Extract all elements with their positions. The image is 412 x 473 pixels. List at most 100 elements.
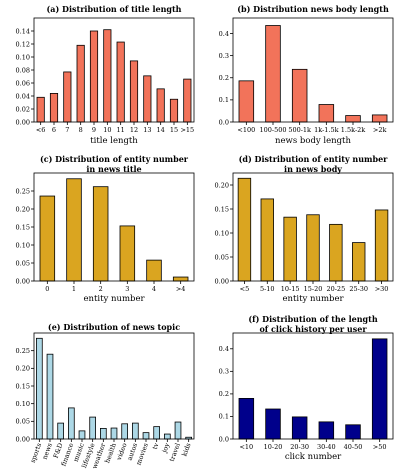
- panel-title: (b) Distribution news body length: [237, 4, 389, 14]
- y-tick-label: 0.00: [215, 277, 229, 285]
- bar-11: [116, 41, 125, 123]
- bar-7: [63, 71, 72, 123]
- y-tick-label: 0.10: [16, 400, 30, 408]
- x-tick-label: 100-500: [259, 126, 286, 134]
- panel-title-line: (f) Distribution of the length: [248, 314, 377, 324]
- axes-frame: [232, 17, 394, 123]
- bar-sports: [36, 337, 43, 440]
- x-axis-label: entity number: [83, 294, 145, 304]
- x-tick-label: >2k: [373, 126, 387, 134]
- x-tick-label: 13: [143, 126, 151, 134]
- y-tick-label: 0.15: [16, 382, 30, 390]
- x-axis-label: news body length: [275, 136, 351, 146]
- y-tick-label: 0.0: [219, 435, 229, 443]
- x-tick-label: >15: [180, 126, 194, 134]
- bar-lifestyle: [89, 416, 96, 440]
- x-tick-label: 25-30: [349, 285, 368, 293]
- x-tick-label: 9: [92, 126, 96, 134]
- bar-100-500: [265, 25, 281, 123]
- y-tick-label: 0.05: [16, 259, 30, 267]
- y-tick-label: 0.2: [219, 74, 229, 82]
- x-tick-label: <5: [240, 285, 250, 293]
- bar->15: [183, 78, 192, 123]
- x-tick-label: <10: [239, 443, 253, 451]
- y-tick-label: 0.10: [16, 241, 30, 249]
- y-tick-label: 0.25: [16, 187, 30, 195]
- x-tick-label: 30-40: [317, 443, 336, 451]
- y-tick-label: 0.4: [219, 345, 229, 353]
- bar-14: [156, 88, 165, 123]
- panel-a: (a) Distribution of title length 0.00 0.02…: [16, 4, 195, 146]
- y-tick-label: 0.20: [215, 181, 229, 189]
- panel-title-line: in news body: [284, 164, 342, 174]
- x-tick-label: 11: [117, 126, 125, 134]
- bar-F&D: [57, 422, 65, 440]
- x-tick-label: joy: [160, 442, 171, 455]
- x-tick-label: 15-20: [304, 285, 323, 293]
- y-tick-label: 0.3: [219, 368, 229, 376]
- x-tick-label: 1: [72, 285, 76, 293]
- bar->4: [172, 276, 189, 282]
- bar-10-20: [265, 408, 281, 440]
- bar-30-40: [318, 421, 335, 440]
- bar-<10: [238, 398, 255, 440]
- x-tick-label: 500-1k: [288, 126, 311, 134]
- bar-40-50: [345, 424, 361, 440]
- y-tick-label: 0.15: [215, 205, 229, 213]
- bar-1.5k-2k: [345, 115, 361, 123]
- x-tick-label: >30: [375, 285, 389, 293]
- panel-title-line: (c) Distribution of entity number: [40, 154, 189, 164]
- x-tick-label: tv: [151, 442, 161, 451]
- x-tick-label: 8: [79, 126, 83, 134]
- bar-movies: [142, 432, 150, 440]
- x-tick-label: <6: [36, 126, 46, 134]
- x-tick-label: 7: [65, 126, 69, 134]
- bar-6: [49, 93, 59, 123]
- bar-5-10: [260, 198, 274, 282]
- bar-3: [119, 225, 136, 282]
- y-tick-label: 0.05: [215, 253, 229, 261]
- y-tick-label: 0.15: [16, 223, 30, 231]
- x-axis-label: entity number: [282, 294, 344, 304]
- y-tick-label: 0.00: [16, 435, 30, 443]
- y-tick-label: 0.3: [219, 52, 229, 60]
- bar-0: [39, 195, 56, 282]
- x-tick-label: kids: [180, 442, 192, 457]
- y-tick-label: 0.08: [16, 66, 30, 74]
- bar-8: [76, 44, 85, 123]
- x-tick-label: 4: [152, 285, 156, 293]
- y-tick-label: 0.1: [219, 96, 229, 104]
- bar-13: [143, 75, 152, 123]
- y-tick-label: 0.00: [16, 118, 30, 126]
- bar-10: [103, 29, 112, 123]
- x-tick-label: <100: [237, 126, 255, 134]
- y-tick-label: 0.1: [219, 413, 229, 421]
- x-tick-label: 20-30: [290, 443, 309, 451]
- bar-<100: [238, 80, 255, 123]
- x-tick-label: 14: [157, 126, 165, 134]
- x-tick-label: 12: [130, 126, 138, 134]
- y-tick-label: 0.20: [16, 365, 30, 373]
- y-tick-label: 0.12: [16, 40, 30, 48]
- bar-health: [110, 427, 118, 440]
- y-tick-label: 0.10: [16, 53, 30, 61]
- x-tick-label: 2: [99, 285, 103, 293]
- bar-1: [66, 178, 82, 282]
- x-tick-label: 0: [45, 285, 49, 293]
- panel-title-line: of click history per user: [259, 324, 367, 334]
- bar-500-1k: [291, 68, 308, 123]
- y-tick-label: 0.06: [16, 79, 30, 87]
- bar-9: [89, 30, 99, 123]
- panel-title: (e) Distribution of news topic: [48, 322, 180, 332]
- y-tick-label: 0.25: [16, 347, 30, 355]
- axes-frame: [232, 332, 394, 440]
- y-tick-label: 0.10: [215, 229, 229, 237]
- bar-finance: [68, 407, 75, 440]
- y-tick-label: 0.02: [16, 105, 30, 113]
- x-tick-label: 5-10: [260, 285, 275, 293]
- bar->2k: [371, 114, 388, 123]
- bar-25-30: [352, 242, 366, 282]
